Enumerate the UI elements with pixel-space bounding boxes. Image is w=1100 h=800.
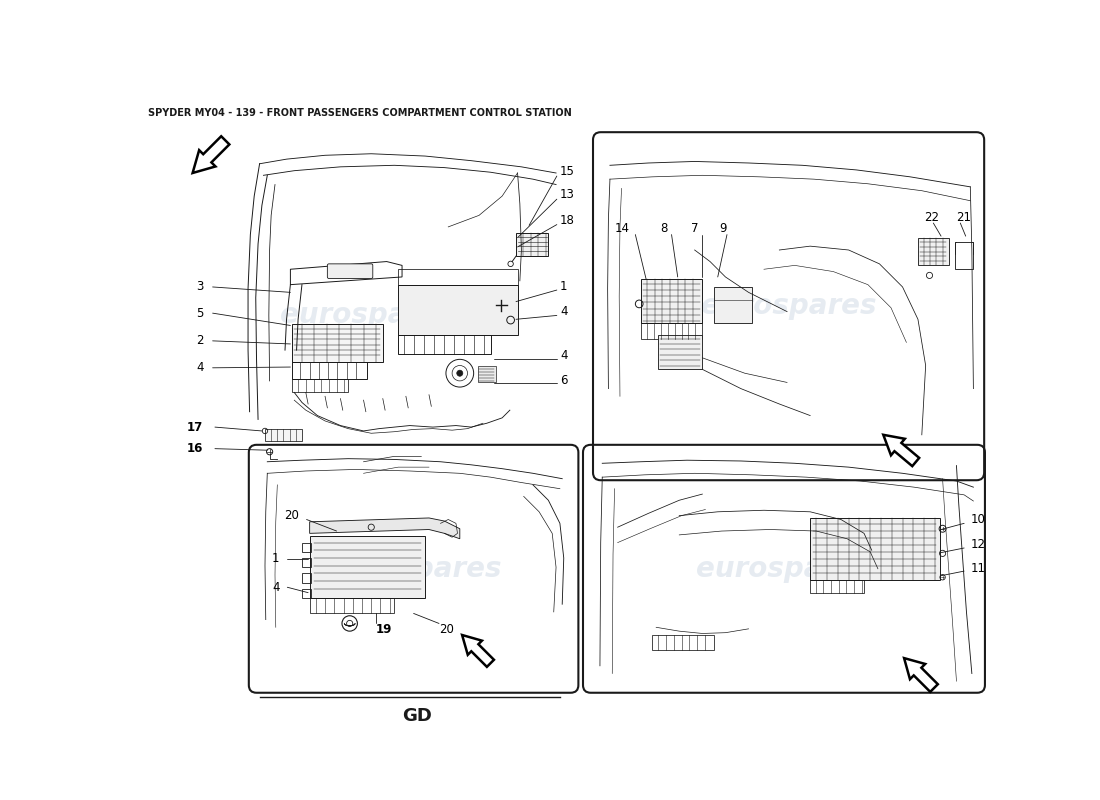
Polygon shape bbox=[310, 537, 425, 598]
Text: 4: 4 bbox=[560, 349, 568, 362]
Polygon shape bbox=[477, 366, 496, 382]
Polygon shape bbox=[904, 658, 938, 692]
Polygon shape bbox=[292, 324, 383, 362]
Text: eurospares: eurospares bbox=[279, 302, 455, 330]
Polygon shape bbox=[462, 635, 494, 667]
Text: eurospares: eurospares bbox=[701, 292, 877, 320]
Text: 6: 6 bbox=[560, 374, 568, 387]
Text: 4: 4 bbox=[560, 305, 568, 318]
Text: 14: 14 bbox=[614, 222, 629, 235]
Text: 8: 8 bbox=[660, 222, 668, 235]
Text: GD: GD bbox=[403, 706, 432, 725]
Text: 20: 20 bbox=[439, 623, 454, 636]
Text: 19: 19 bbox=[376, 623, 393, 636]
Polygon shape bbox=[310, 518, 460, 538]
Text: 12: 12 bbox=[970, 538, 986, 551]
Text: eurospares: eurospares bbox=[326, 554, 502, 582]
Circle shape bbox=[456, 370, 463, 376]
Text: 2: 2 bbox=[196, 334, 204, 347]
Polygon shape bbox=[192, 136, 230, 173]
Text: 17: 17 bbox=[187, 421, 204, 434]
Polygon shape bbox=[265, 429, 301, 441]
FancyBboxPatch shape bbox=[328, 264, 373, 278]
Text: 4: 4 bbox=[196, 362, 204, 374]
Text: 18: 18 bbox=[560, 214, 575, 227]
Polygon shape bbox=[714, 287, 752, 323]
Text: 1: 1 bbox=[560, 280, 568, 293]
Text: SPYDER MY04 - 139 - FRONT PASSENGERS COMPARTMENT CONTROL STATION: SPYDER MY04 - 139 - FRONT PASSENGERS COM… bbox=[147, 108, 572, 118]
Polygon shape bbox=[398, 285, 517, 334]
Text: 3: 3 bbox=[196, 281, 204, 294]
Text: 13: 13 bbox=[560, 188, 575, 201]
Text: 5: 5 bbox=[196, 306, 204, 320]
Text: 15: 15 bbox=[560, 165, 575, 178]
Polygon shape bbox=[883, 435, 920, 466]
Text: 4: 4 bbox=[272, 581, 279, 594]
Text: 22: 22 bbox=[924, 211, 939, 224]
Text: 16: 16 bbox=[187, 442, 204, 455]
Text: eurospares: eurospares bbox=[696, 554, 871, 582]
Text: 21: 21 bbox=[957, 211, 971, 224]
Text: 7: 7 bbox=[691, 222, 698, 235]
Polygon shape bbox=[658, 334, 703, 370]
Text: 20: 20 bbox=[284, 509, 299, 522]
Polygon shape bbox=[917, 238, 948, 266]
Polygon shape bbox=[640, 279, 703, 323]
Polygon shape bbox=[516, 233, 548, 256]
Text: 9: 9 bbox=[719, 222, 727, 235]
Text: 11: 11 bbox=[970, 562, 986, 574]
Text: 1: 1 bbox=[272, 552, 279, 566]
Text: 10: 10 bbox=[970, 513, 986, 526]
Polygon shape bbox=[810, 518, 939, 579]
